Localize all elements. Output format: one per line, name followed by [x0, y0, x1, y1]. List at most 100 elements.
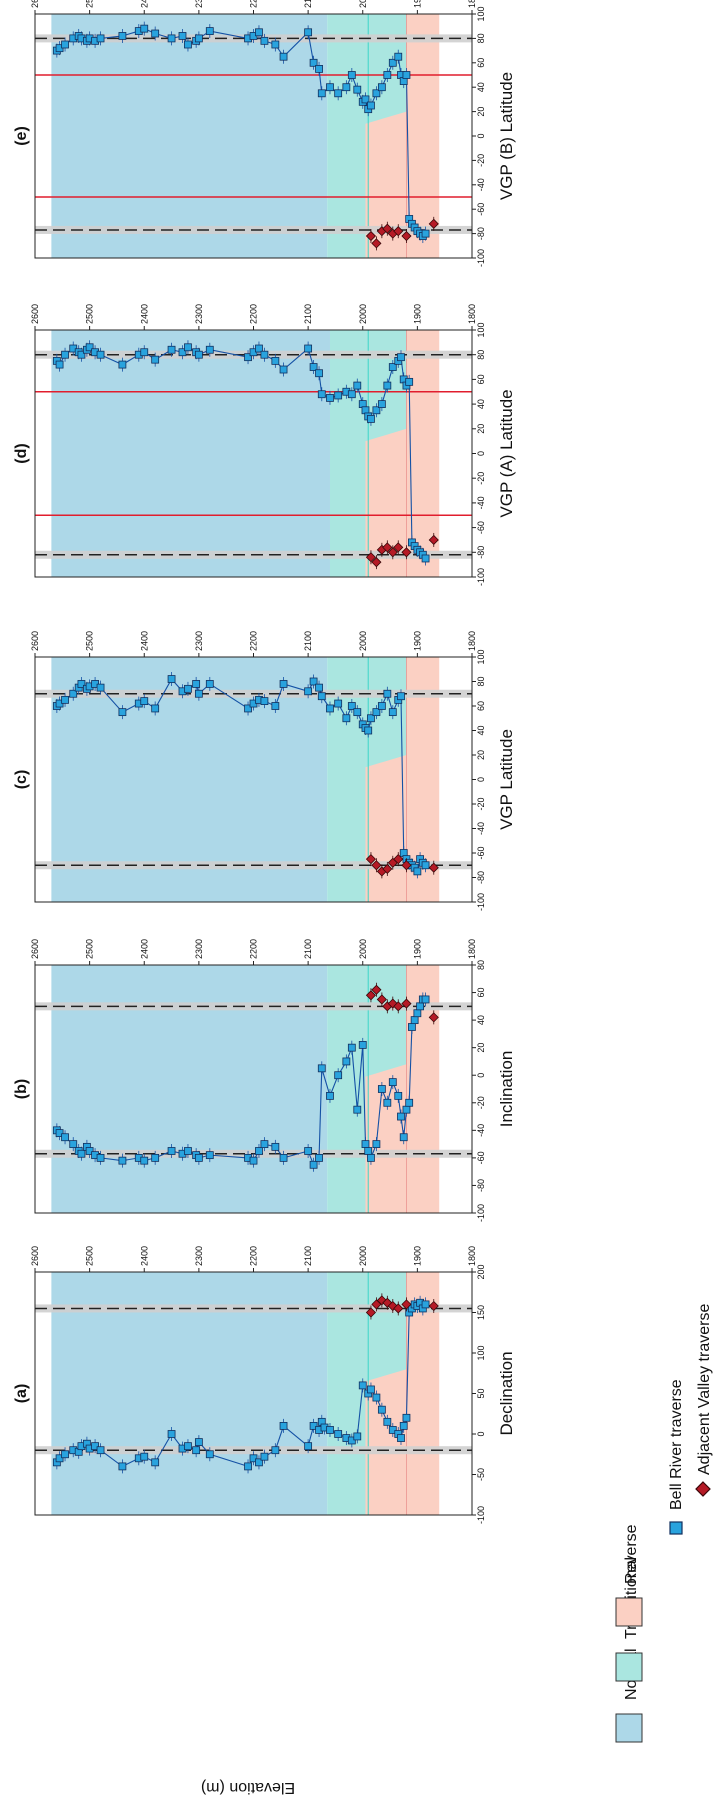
- bell-river-point: [96, 350, 105, 359]
- bell-river-point: [372, 89, 381, 98]
- elevation-tick-label: 2600: [30, 631, 40, 651]
- legend-swatch-normal: [615, 1713, 643, 1743]
- legend: Normal Transitional Reverse Bell River t…: [615, 1304, 713, 1743]
- bell-river-point: [342, 714, 351, 723]
- elevation-tick-label: 2300: [194, 0, 204, 8]
- bell-river-point: [342, 1057, 351, 1066]
- y-axis-label: Elevation (m): [201, 1779, 295, 1796]
- bell-river-point: [353, 1432, 362, 1441]
- bell-river-point: [334, 1430, 343, 1438]
- value-tick-label: 40: [476, 1015, 486, 1025]
- bell-river-point: [85, 1147, 94, 1155]
- elevation-tick-label: 1800: [467, 304, 477, 324]
- bell-river-point: [140, 1452, 149, 1461]
- value-tick-label: 150: [476, 1305, 486, 1320]
- bell-river-point: [271, 702, 280, 710]
- value-tick-label: 100: [476, 322, 486, 337]
- elevation-tick-label: 2400: [139, 1246, 149, 1266]
- bell-river-point: [249, 1454, 258, 1463]
- elevation-tick-label: 1800: [467, 0, 477, 8]
- value-tick-label: 20: [476, 1043, 486, 1053]
- bell-river-point: [388, 58, 397, 67]
- value-tick-label: -20: [476, 154, 486, 167]
- bell-river-point: [416, 1002, 425, 1011]
- panel-d: 1800 1900 2000 2100 2200 2300 2400 2500 2600 -100…: [13, 304, 516, 586]
- adjacent-valley-point: [365, 1307, 377, 1318]
- elevation-tick-label: 2400: [139, 304, 149, 324]
- bell-river-point: [372, 708, 381, 717]
- adjacent-valley-point: [401, 230, 412, 242]
- adjacent-valley-point: [401, 860, 412, 871]
- adjacent-valley-point: [393, 854, 404, 865]
- bell-river-point: [421, 229, 430, 238]
- elevation-tick-label: 2200: [249, 304, 259, 324]
- bell-river-point: [96, 1153, 105, 1162]
- value-tick-label: -40: [476, 496, 486, 509]
- value-tick-label: 80: [476, 960, 486, 970]
- bell-river-point: [279, 365, 288, 374]
- bell-river-point: [315, 369, 323, 378]
- bell-river-point: [151, 1153, 160, 1162]
- bell-river-point: [151, 704, 160, 713]
- legend-swatch-reverse: [615, 1597, 643, 1627]
- adjacent-valley-point: [393, 1303, 404, 1314]
- bell-river-point: [353, 381, 362, 390]
- bell-river-point: [377, 400, 386, 409]
- adjacent-valley-point: [365, 230, 377, 242]
- bell-river-point: [271, 356, 280, 365]
- bell-river-point: [205, 345, 214, 354]
- bell-river-point: [383, 71, 392, 79]
- panel-label: (d): [13, 443, 30, 463]
- elevation-tick-label: 2500: [85, 304, 95, 324]
- value-tick-label: 100: [476, 6, 486, 21]
- bell-river-point: [61, 695, 69, 704]
- bell-river-point: [394, 1091, 403, 1100]
- bell-river-point: [167, 1430, 176, 1438]
- adjacent-valley-point: [428, 218, 439, 229]
- bell-river-point: [140, 24, 149, 33]
- value-tick-label: 40: [476, 725, 486, 735]
- elevation-tick-label: 1900: [412, 939, 422, 959]
- elevation-tick-label: 2000: [358, 304, 368, 324]
- bell-river-point: [317, 89, 326, 98]
- bell-river-point: [383, 1417, 392, 1426]
- bell-river-point: [140, 348, 149, 357]
- adjacent-valley-point: [387, 547, 398, 558]
- adjacent-valley-point: [393, 542, 404, 553]
- elevation-tick-label: 2400: [139, 0, 149, 8]
- bell-river-point: [279, 52, 288, 61]
- adjacent-valley-point: [382, 542, 393, 553]
- bell-river-point: [394, 52, 403, 61]
- adjacent-valley-point: [371, 860, 382, 871]
- value-tick-label: -40: [476, 178, 486, 191]
- panel-label: (c): [13, 770, 30, 790]
- bell-river-point: [309, 677, 318, 686]
- bell-river-point: [347, 1436, 356, 1445]
- bell-river-point: [192, 680, 201, 688]
- bell-river-point: [383, 381, 392, 390]
- bell-river-point: [151, 29, 160, 38]
- bell-river-point: [304, 687, 313, 696]
- elevation-tick-label: 1900: [412, 1246, 422, 1266]
- bell-river-point: [317, 692, 326, 701]
- bell-river-point: [304, 28, 313, 37]
- bell-river-point: [372, 406, 381, 415]
- bell-river-point: [184, 343, 192, 352]
- adjacent-valley-point: [401, 547, 412, 558]
- bell-river-point: [397, 692, 405, 701]
- elevation-tick-label: 1900: [412, 631, 422, 651]
- legend-marker-bell: [669, 1521, 683, 1535]
- value-tick-label: 0: [476, 1073, 486, 1078]
- panel-e: 1800 1900 2000 2100 2200 2300 2400 2500 2600 -100…: [13, 0, 516, 267]
- bell-river-point: [55, 1454, 64, 1463]
- value-tick-label: 0: [476, 777, 486, 782]
- bell-river-point: [317, 1064, 326, 1073]
- bell-river-point: [260, 1452, 269, 1461]
- value-tick-label: 60: [476, 701, 486, 711]
- value-tick-label: 20: [476, 424, 486, 434]
- bell-river-point: [334, 89, 343, 98]
- bell-river-point: [377, 83, 386, 92]
- bell-river-point: [334, 699, 343, 708]
- elevation-tick-label: 2100: [303, 0, 313, 8]
- bell-river-point: [118, 1462, 127, 1471]
